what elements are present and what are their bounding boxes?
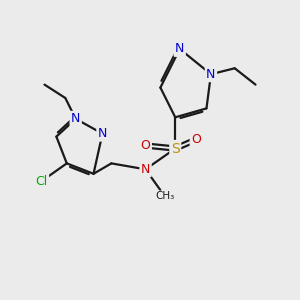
- Text: CH₃: CH₃: [155, 191, 175, 201]
- Text: O: O: [141, 139, 151, 152]
- Text: N: N: [141, 163, 150, 176]
- Text: S: S: [171, 142, 180, 155]
- Text: N: N: [71, 112, 80, 125]
- Text: N: N: [98, 127, 107, 140]
- Text: Cl: Cl: [35, 175, 48, 188]
- Text: N: N: [175, 42, 184, 56]
- Text: O: O: [191, 133, 201, 146]
- Text: N: N: [206, 68, 216, 81]
